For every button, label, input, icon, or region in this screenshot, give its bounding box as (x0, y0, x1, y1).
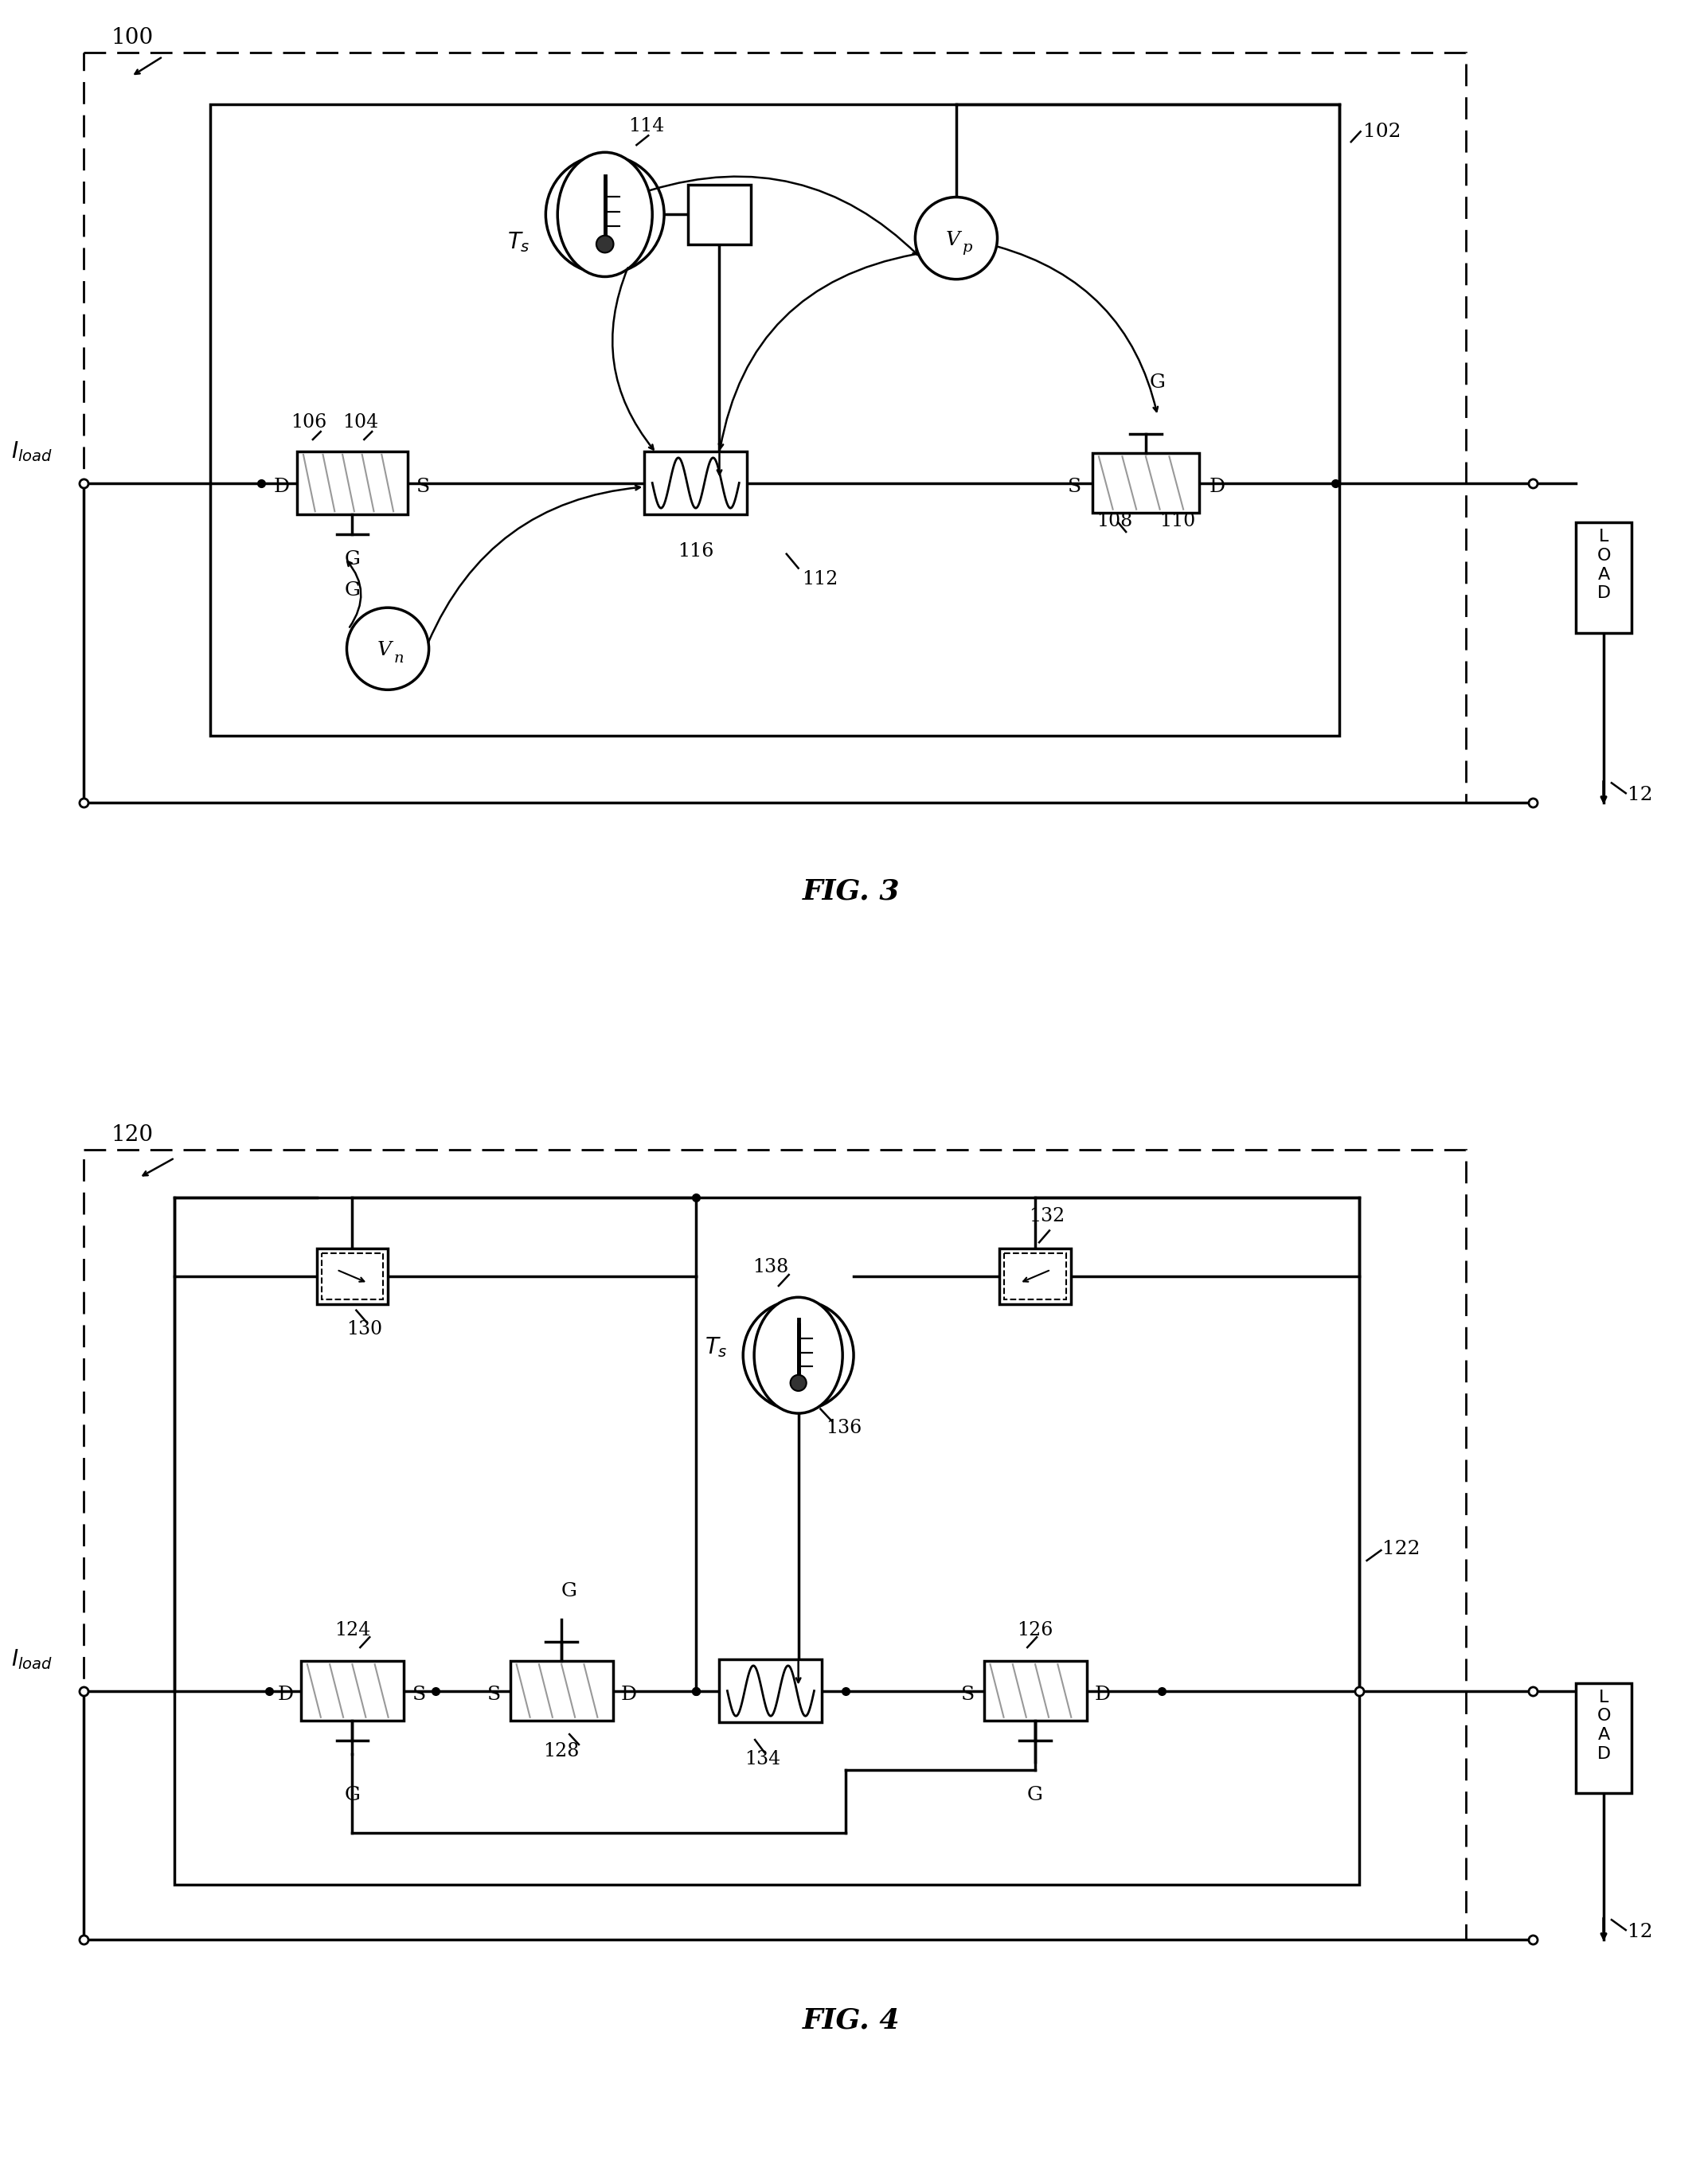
Text: D: D (1209, 478, 1224, 496)
Text: $I_{load}$: $I_{load}$ (10, 1647, 53, 1671)
Text: V: V (377, 642, 391, 660)
Text: 132: 132 (1028, 1208, 1066, 1225)
Circle shape (546, 155, 665, 273)
Circle shape (915, 197, 998, 280)
Bar (719, 1660, 823, 1723)
Bar (1576, 1684, 1632, 1793)
Circle shape (791, 1376, 806, 1391)
Text: 104: 104 (342, 413, 377, 432)
Bar (1576, 522, 1632, 633)
Bar (83, 52, 1465, 804)
Circle shape (791, 1374, 806, 1391)
Bar (984, 1662, 1086, 1721)
Text: 138: 138 (753, 1258, 789, 1275)
Text: D: D (620, 1686, 636, 1704)
Text: L: L (1598, 529, 1608, 544)
Text: 114: 114 (629, 118, 665, 135)
Text: 126: 126 (1017, 1621, 1054, 1640)
Bar (688, 186, 751, 245)
Text: n: n (394, 651, 405, 666)
Text: 116: 116 (678, 542, 714, 561)
Text: $T_s$: $T_s$ (507, 229, 530, 253)
Ellipse shape (558, 153, 653, 277)
Text: 120: 120 (112, 1125, 153, 1147)
Text: FIG. 4: FIG. 4 (802, 2007, 899, 2033)
Bar (301, 1662, 403, 1721)
Text: D: D (277, 1686, 292, 1704)
Text: 134: 134 (745, 1749, 780, 1769)
Text: D: D (1596, 585, 1610, 601)
Text: G: G (345, 1787, 360, 1804)
Text: p: p (962, 240, 972, 256)
Text: 106: 106 (291, 413, 326, 432)
Text: 122: 122 (1382, 1540, 1421, 1557)
Text: A: A (1598, 1728, 1610, 1743)
Circle shape (743, 1299, 853, 1411)
Ellipse shape (755, 1297, 843, 1413)
Bar (321, 1254, 382, 1299)
Text: FIG. 3: FIG. 3 (802, 878, 899, 904)
Text: S: S (1068, 478, 1081, 496)
Bar (298, 452, 408, 515)
Text: 102: 102 (1363, 122, 1401, 140)
Bar (316, 1249, 388, 1304)
Bar (83, 1151, 1465, 1939)
Circle shape (347, 607, 428, 690)
Text: D: D (1095, 1686, 1110, 1704)
Bar (1000, 1249, 1071, 1304)
Text: S: S (960, 1686, 976, 1704)
Text: $T_s$: $T_s$ (704, 1337, 728, 1358)
Text: A: A (1598, 566, 1610, 583)
Text: 136: 136 (826, 1417, 862, 1437)
Text: 12: 12 (1627, 1922, 1652, 1942)
Text: G: G (1027, 1787, 1044, 1804)
Text: G: G (1149, 373, 1166, 393)
Bar (644, 452, 746, 515)
Circle shape (597, 236, 614, 253)
Text: 100: 100 (112, 26, 155, 48)
Bar (175, 1197, 1358, 1885)
Text: O: O (1596, 548, 1610, 563)
Text: 110: 110 (1159, 511, 1195, 531)
Text: 12: 12 (1627, 786, 1652, 804)
Text: $I_{load}$: $I_{load}$ (10, 439, 53, 463)
Text: S: S (488, 1686, 502, 1704)
Bar (510, 1662, 612, 1721)
Text: 112: 112 (802, 570, 838, 587)
Bar (1005, 1254, 1066, 1299)
Text: 108: 108 (1096, 511, 1132, 531)
Text: D: D (274, 478, 289, 496)
Text: G: G (345, 581, 360, 601)
Text: G: G (561, 1581, 578, 1601)
Text: S: S (417, 478, 430, 496)
Text: S: S (413, 1686, 427, 1704)
Circle shape (597, 236, 614, 253)
Text: L: L (1598, 1688, 1608, 1706)
Bar (1093, 454, 1198, 513)
Text: G: G (345, 550, 360, 568)
Bar (211, 105, 1340, 736)
Text: D: D (1596, 1745, 1610, 1762)
Text: 130: 130 (347, 1319, 382, 1339)
Text: 128: 128 (544, 1743, 580, 1760)
Text: 124: 124 (335, 1621, 371, 1640)
Text: O: O (1596, 1708, 1610, 1723)
Text: V: V (945, 232, 960, 249)
